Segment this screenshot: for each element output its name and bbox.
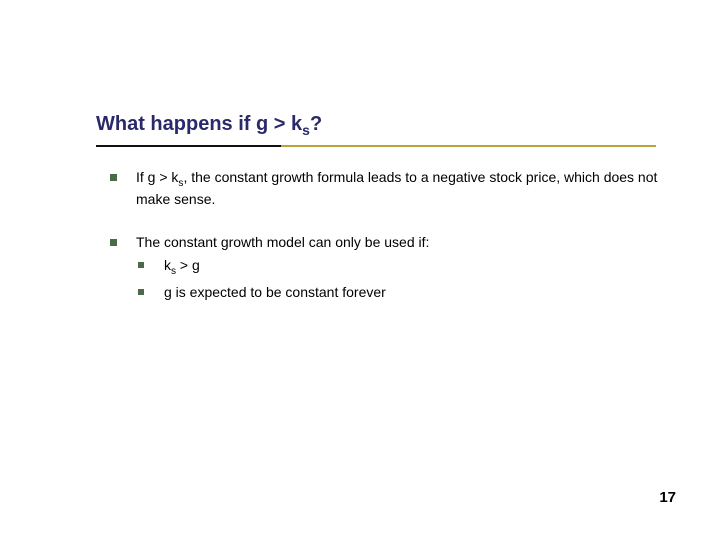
- bullet-text: k: [164, 257, 171, 273]
- page-number: 17: [659, 489, 676, 506]
- bullet-list: If g > ks, the constant growth formula l…: [108, 168, 668, 301]
- list-item: ks > g: [136, 256, 668, 278]
- bullet-text: The constant growth model can only be us…: [136, 234, 429, 250]
- sub-bullet-list: ks > g g is expected to be constant fore…: [136, 256, 668, 301]
- slide: What happens if g > ks? If g > ks, the c…: [0, 0, 720, 540]
- title-text-pre: What happens if g > k: [96, 113, 302, 135]
- title-underline: [96, 145, 656, 147]
- list-item: The constant growth model can only be us…: [108, 233, 668, 301]
- bullet-text: If g > k: [136, 169, 178, 185]
- title-text-post: ?: [310, 113, 322, 135]
- list-item: If g > ks, the constant growth formula l…: [108, 168, 668, 209]
- slide-title: What happens if g > ks?: [96, 112, 656, 139]
- slide-body: If g > ks, the constant growth formula l…: [108, 168, 668, 325]
- bullet-text: , the constant growth formula leads to a…: [136, 169, 657, 207]
- title-subscript: s: [302, 122, 310, 138]
- bullet-text: > g: [176, 257, 200, 273]
- bullet-text: g is expected to be constant forever: [164, 284, 386, 300]
- title-block: What happens if g > ks?: [96, 112, 656, 147]
- list-item: g is expected to be constant forever: [136, 283, 668, 302]
